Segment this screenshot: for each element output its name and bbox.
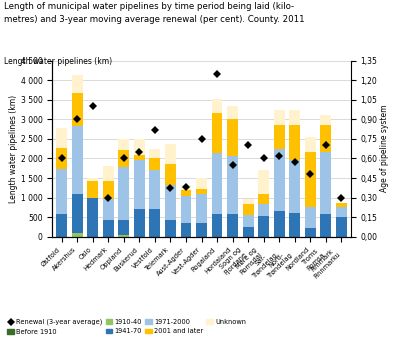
Bar	[103, 166, 114, 181]
Bar	[165, 164, 176, 185]
Bar	[118, 149, 129, 167]
Bar	[72, 75, 83, 93]
Bar	[56, 128, 67, 148]
Bar	[150, 159, 160, 170]
Bar	[227, 119, 238, 156]
Bar	[118, 139, 129, 149]
Bar	[72, 126, 83, 194]
Bar	[103, 199, 114, 220]
Bar	[212, 99, 222, 113]
Bar	[87, 181, 98, 197]
Text: Length of municipal water pipelines by time period being laid (kilo-: Length of municipal water pipelines by t…	[4, 2, 294, 11]
Bar	[181, 223, 191, 237]
Bar	[243, 215, 253, 227]
Bar	[258, 194, 269, 204]
Bar	[258, 204, 269, 216]
Bar	[289, 213, 300, 237]
Y-axis label: Length water pipelines (km): Length water pipelines (km)	[9, 95, 18, 203]
Bar	[305, 152, 316, 207]
Bar	[56, 148, 67, 169]
Bar	[72, 234, 83, 237]
Text: metres) and 3-year moving average renewal (per cent). County. 2011: metres) and 3-year moving average renewa…	[4, 15, 305, 24]
Bar	[227, 106, 238, 119]
Bar	[320, 214, 331, 237]
Bar	[305, 137, 316, 152]
Bar	[134, 161, 145, 209]
Bar	[87, 178, 98, 181]
Bar	[258, 170, 269, 194]
Bar	[212, 214, 222, 237]
Bar	[274, 149, 285, 211]
Bar	[118, 167, 129, 220]
Bar	[289, 161, 300, 213]
Bar	[118, 220, 129, 236]
Bar	[227, 214, 238, 237]
Bar	[320, 124, 331, 152]
Bar	[289, 125, 300, 161]
Bar	[165, 220, 176, 237]
Bar	[134, 139, 145, 154]
Bar	[336, 203, 347, 207]
Bar	[320, 152, 331, 214]
Bar	[196, 223, 207, 237]
Y-axis label: Age of pipeline system: Age of pipeline system	[380, 105, 389, 192]
Text: Length water pipelines (km): Length water pipelines (km)	[4, 57, 112, 67]
Bar	[103, 181, 114, 199]
Bar	[181, 190, 191, 196]
Bar	[305, 228, 316, 237]
Bar	[258, 216, 269, 237]
Bar	[243, 204, 253, 215]
Legend: Renewal (3-year average), Before 1910, 1910-40, 1941-70, 1971-2000, 2001 and lat: Renewal (3-year average), Before 1910, 1…	[7, 319, 246, 335]
Bar	[227, 156, 238, 214]
Bar	[274, 111, 285, 125]
Bar	[212, 113, 222, 153]
Bar	[165, 144, 176, 164]
Bar	[87, 197, 98, 237]
Bar	[196, 194, 207, 223]
Bar	[336, 207, 347, 217]
Bar	[196, 178, 207, 189]
Bar	[274, 125, 285, 149]
Bar	[181, 185, 191, 190]
Bar	[336, 217, 347, 237]
Bar	[134, 154, 145, 161]
Bar	[212, 153, 222, 214]
Bar	[181, 196, 191, 223]
Bar	[56, 169, 67, 214]
Bar	[72, 194, 83, 234]
Bar	[305, 207, 316, 228]
Bar	[56, 214, 67, 237]
Bar	[103, 220, 114, 237]
Bar	[150, 209, 160, 237]
Bar	[289, 110, 300, 125]
Bar	[320, 115, 331, 124]
Bar	[165, 185, 176, 220]
Bar	[134, 209, 145, 237]
Bar	[196, 189, 207, 194]
Bar	[274, 211, 285, 237]
Bar	[72, 93, 83, 126]
Bar	[150, 149, 160, 159]
Bar	[243, 227, 253, 237]
Bar	[243, 199, 253, 204]
Bar	[118, 236, 129, 237]
Bar	[150, 170, 160, 209]
